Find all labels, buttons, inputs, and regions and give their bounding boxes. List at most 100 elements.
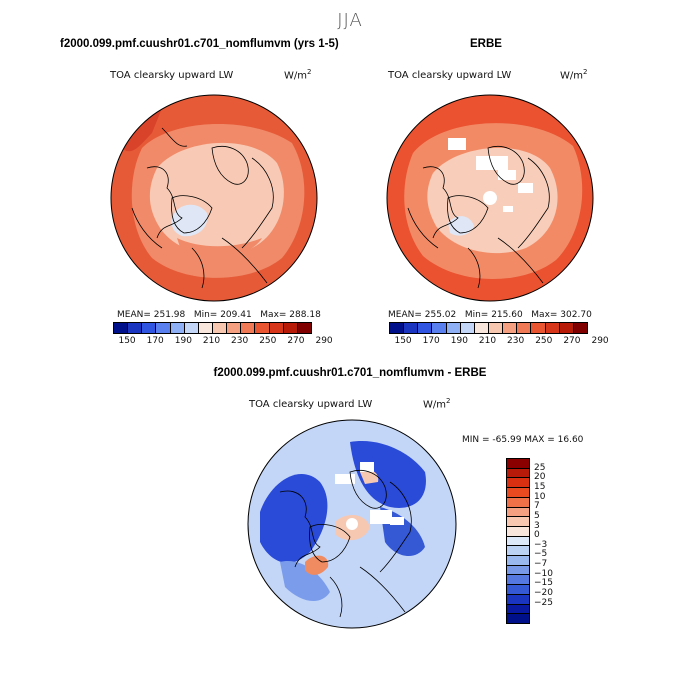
colorbar-swatch [142,323,157,333]
colorbar-swatch [507,507,529,518]
colorbar-swatch [446,323,461,333]
model-stats: MEAN= 251.98 Min= 209.41 Max= 288.18 [117,310,321,320]
colorbar-swatch [559,323,574,333]
colorbar-tick-label: 190 [450,336,468,346]
colorbar-tick-label: −5 [534,549,548,560]
model-panel-title: f2000.099.pmf.cuushr01.c701_nomflumvm (y… [60,38,339,50]
colorbar-tick-label: 15 [534,481,546,492]
colorbar-swatch [507,565,529,576]
model-colorbar-ticks: 150 170 190 210 230 250 270 290 [113,336,332,348]
colorbar-tick-label: −20 [534,588,553,599]
colorbar-swatch [488,323,504,333]
colorbar-swatch [507,478,529,489]
obs-field [387,95,593,301]
colorbar-tick-label: 25 [534,462,546,473]
model-colorbar [113,322,312,334]
diff-colorbar-labels: 25 20 15 10 7 5 3 0 −3 −5 −7 −10 −15 −20 −25 [534,458,574,622]
colorbar-swatch [507,604,529,615]
colorbar-swatch [170,323,185,333]
colorbar-tick-label: 20 [534,472,546,483]
obs-stat-mean: MEAN= 255.02 [388,310,457,320]
model-stat-min: Min= 209.41 [193,310,252,320]
model-coastlines [131,127,274,289]
colorbar-swatch [283,323,298,333]
colorbar-tick-label: −15 [534,578,553,589]
colorbar-tick-label: 210 [202,336,221,346]
colorbar-swatch [573,323,587,333]
diff-field-label: TOA clearsky upward LW [249,399,373,410]
colorbar-swatch [507,594,529,605]
colorbar-tick-label: 290 [315,336,333,346]
obs-field-label: TOA clearsky upward LW [388,70,512,81]
colorbar-tick-label: 230 [231,336,249,346]
colorbar-tick-label: 210 [478,336,497,346]
colorbar-tick-label: 250 [535,336,553,346]
figure-suptitle: JJA [337,10,363,31]
colorbar-swatch [128,323,143,333]
colorbar-tick-label: 3 [534,520,540,531]
colorbar-tick-label: −7 [534,559,548,570]
colorbar-swatch [507,497,529,508]
diff-map-border [247,419,457,629]
colorbar-swatch [507,536,529,547]
diff-colorbar [506,458,530,624]
colorbar-tick-label: 250 [259,336,277,346]
colorbar-swatch [432,323,447,333]
model-stat-mean: MEAN= 251.98 [117,310,186,320]
obs-coastlines [407,146,550,289]
diff-polar-map [247,419,457,629]
colorbar-swatch [184,323,199,333]
colorbar-tick-label: 290 [591,336,609,346]
colorbar-swatch [227,323,242,333]
obs-stat-min: Min= 215.60 [464,310,523,320]
colorbar-swatch [156,323,171,333]
model-field [111,95,317,301]
colorbar-tick-label: 7 [534,501,540,512]
colorbar-tick-label: 150 [118,336,136,346]
colorbar-tick-label: 170 [146,336,164,346]
colorbar-tick-label: 270 [563,336,581,346]
colorbar-swatch [545,323,560,333]
model-polar-map [110,94,318,302]
obs-units-exp: 2 [583,68,588,76]
obs-colorbar [389,322,588,334]
obs-stat-max: Max= 302.70 [531,310,592,320]
diff-units-exp: 2 [446,397,451,405]
colorbar-tick-label: 10 [534,491,546,502]
colorbar-swatch [507,575,529,586]
model-units-exp: 2 [307,68,312,76]
diff-field [248,420,456,628]
colorbar-swatch [507,468,529,479]
colorbar-swatch [507,488,529,498]
colorbar-swatch [507,556,529,566]
model-field-label: TOA clearsky upward LW [110,70,234,81]
diff-units-base: W/m [423,399,446,411]
obs-polar-map [386,94,594,302]
colorbar-tick-label: −3 [534,539,548,550]
colorbar-swatch [531,323,546,333]
obs-map-border [386,94,594,302]
colorbar-swatch [474,323,489,333]
diff-minmax: MIN = -65.99 MAX = 16.60 [462,435,584,445]
colorbar-swatch [404,323,419,333]
colorbar-tick-label: −10 [534,568,553,579]
model-map-border [110,94,318,302]
colorbar-swatch [198,323,213,333]
colorbar-swatch [507,459,529,469]
obs-units: W/m2 [560,68,587,81]
colorbar-swatch [507,585,529,595]
colorbar-tick-label: 0 [534,530,540,541]
diff-coastlines [279,470,412,618]
model-stat-max: Max= 288.18 [260,310,321,320]
colorbar-swatch [390,323,405,333]
colorbar-swatch [460,323,475,333]
colorbar-swatch [517,323,532,333]
colorbar-tick-label: 150 [394,336,412,346]
obs-stats: MEAN= 255.02 Min= 215.60 Max= 302.70 [388,310,592,320]
colorbar-swatch [507,614,529,623]
model-units-base: W/m [284,70,307,82]
colorbar-swatch [297,323,311,333]
obs-colorbar-ticks: 150 170 190 210 230 250 270 290 [389,336,608,348]
colorbar-swatch [503,323,518,333]
model-units: W/m2 [284,68,311,81]
